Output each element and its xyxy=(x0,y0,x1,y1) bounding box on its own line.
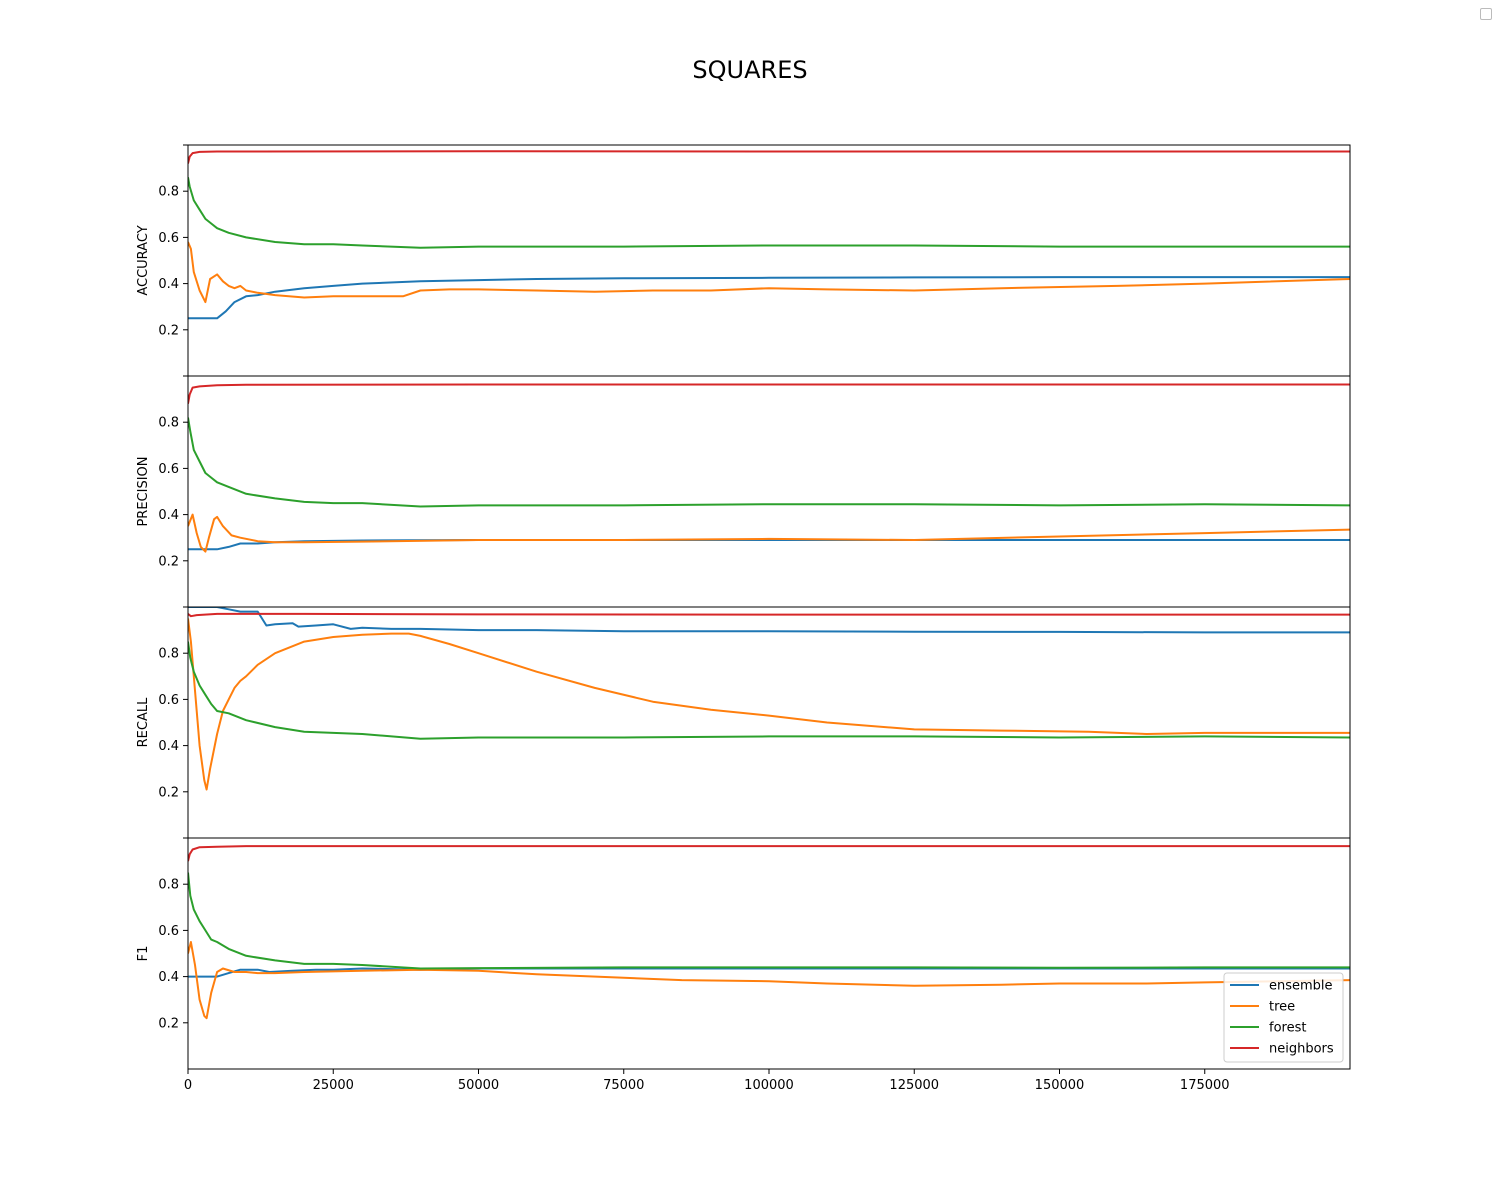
series-line-ensemble xyxy=(188,967,1350,978)
y-axis-label: RECALL xyxy=(136,697,151,747)
subplot-f1: 0.2 0.4 0.6 0.8 F1 0 25000 50000 75000 100000 1250… xyxy=(136,837,1351,1093)
x-tick-label: 175000 xyxy=(1180,1078,1230,1093)
y-tick-label: 0.4 xyxy=(158,739,179,754)
y-tick-label: 0.6 xyxy=(158,924,179,939)
subplots-group: 0.2 0.4 0.6 0.8 ACCURACY 0.2 0.4 0.6 0.8 PRECISIO… xyxy=(136,144,1351,1093)
subplot-accuracy: 0.2 0.4 0.6 0.8 ACCURACY xyxy=(136,144,1351,377)
series-line-ensemble xyxy=(188,607,1350,634)
legend: ensemble tree forest neighbors xyxy=(1223,972,1344,1063)
series-line-forest xyxy=(188,417,1350,508)
series-line-tree xyxy=(188,513,1350,553)
series-line-ensemble xyxy=(188,276,1350,320)
subplot-recall: 0.2 0.4 0.6 0.8 RECALL xyxy=(136,606,1351,839)
legend-box xyxy=(1223,972,1344,1063)
series-line-neighbors xyxy=(188,845,1350,862)
y-tick-label: 0.2 xyxy=(158,554,179,569)
series-line-tree xyxy=(188,618,1350,791)
x-tick-label: 50000 xyxy=(458,1078,499,1093)
y-tick-label: 0.4 xyxy=(158,970,179,985)
y-tick-label: 0.2 xyxy=(158,1016,179,1031)
x-tick-label: 0 xyxy=(184,1078,192,1093)
x-tick-label: 75000 xyxy=(603,1078,644,1093)
y-axis-label: PRECISION xyxy=(136,456,151,526)
legend-label-tree: tree xyxy=(1269,1000,1295,1015)
series-line-tree xyxy=(188,941,1350,1020)
y-tick-label: 0.4 xyxy=(158,277,179,292)
window-control-box[interactable] xyxy=(1480,8,1492,20)
y-tick-label: 0.2 xyxy=(158,323,179,338)
axes-frame xyxy=(187,375,1351,608)
chart-title: SQUARES xyxy=(692,56,807,84)
legend-label-neighbors: neighbors xyxy=(1269,1042,1334,1057)
axes-frame xyxy=(187,837,1351,1070)
y-tick-label: 0.8 xyxy=(158,878,179,893)
y-tick-label: 0.8 xyxy=(158,416,179,431)
series-line-neighbors xyxy=(188,612,1350,618)
series-line-forest xyxy=(188,641,1350,740)
y-tick-label: 0.6 xyxy=(158,231,179,246)
y-tick-label: 0.8 xyxy=(158,185,179,200)
legend-label-forest: forest xyxy=(1269,1021,1306,1036)
subplot-precision: 0.2 0.4 0.6 0.8 PRECISION xyxy=(136,375,1351,608)
axes-frame xyxy=(187,606,1351,839)
axes-frame xyxy=(187,144,1351,377)
x-tick-label: 150000 xyxy=(1035,1078,1085,1093)
x-tick-label: 100000 xyxy=(744,1078,794,1093)
series-line-forest xyxy=(188,177,1350,249)
y-axis-label: ACCURACY xyxy=(136,225,151,295)
y-tick-label: 0.6 xyxy=(158,462,179,477)
y-tick-label: 0.4 xyxy=(158,508,179,523)
series-line-neighbors xyxy=(188,383,1350,404)
series-line-forest xyxy=(188,872,1350,970)
series-line-ensemble xyxy=(188,539,1350,551)
series-line-tree xyxy=(188,241,1350,304)
y-tick-label: 0.8 xyxy=(158,647,179,662)
series-line-neighbors xyxy=(188,150,1350,164)
x-tick-label: 125000 xyxy=(889,1078,939,1093)
legend-label-ensemble: ensemble xyxy=(1269,979,1333,994)
y-tick-label: 0.6 xyxy=(158,693,179,708)
x-tick-label: 25000 xyxy=(313,1078,354,1093)
y-tick-label: 0.2 xyxy=(158,785,179,800)
y-axis-label: F1 xyxy=(136,946,151,962)
